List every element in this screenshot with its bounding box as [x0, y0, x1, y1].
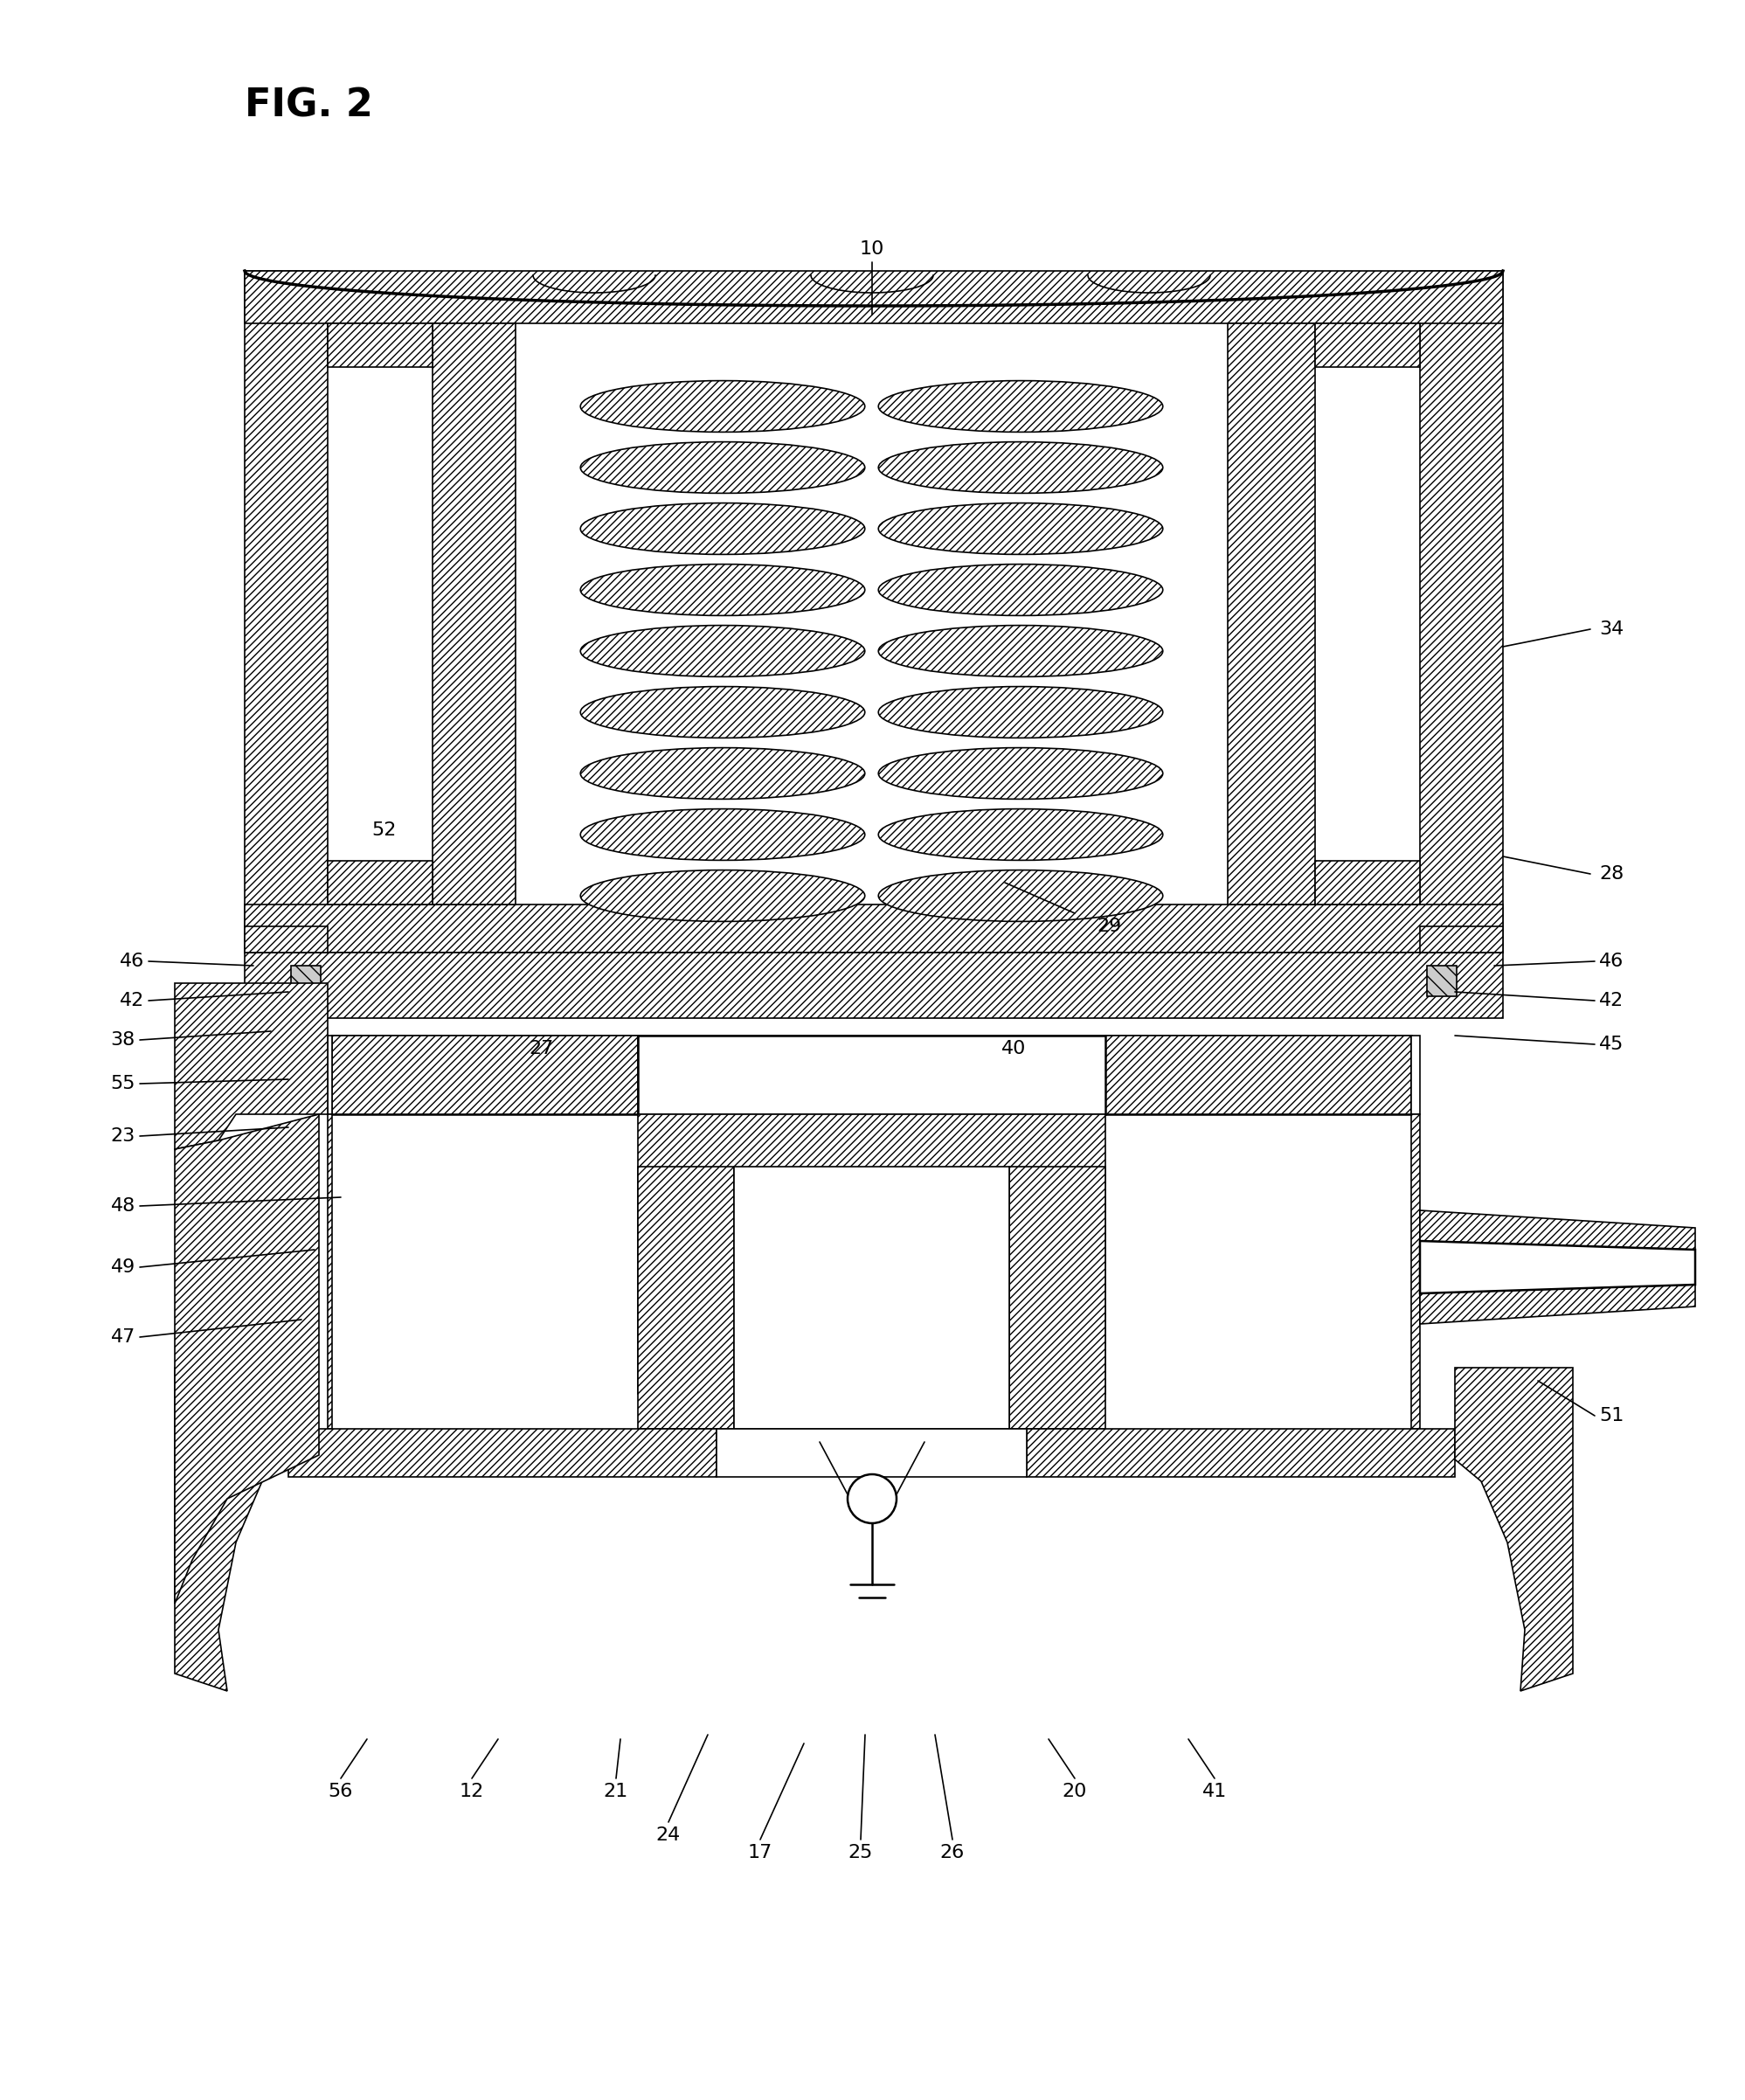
Text: 12: 12	[459, 1783, 483, 1800]
Polygon shape	[1228, 323, 1316, 905]
Text: 48: 48	[110, 1197, 136, 1214]
Text: 26: 26	[941, 1844, 965, 1861]
Polygon shape	[639, 1168, 735, 1428]
Ellipse shape	[581, 380, 866, 433]
Ellipse shape	[878, 441, 1162, 493]
Polygon shape	[291, 966, 321, 995]
Text: 25: 25	[848, 1844, 872, 1861]
Polygon shape	[1316, 861, 1420, 905]
Polygon shape	[639, 1035, 1105, 1115]
Text: 40: 40	[1002, 1040, 1026, 1058]
Polygon shape	[328, 323, 433, 368]
Polygon shape	[1412, 1035, 1420, 1115]
Ellipse shape	[878, 869, 1162, 922]
Text: 27: 27	[529, 1040, 555, 1058]
Polygon shape	[1420, 271, 1502, 953]
Text: 45: 45	[1598, 1035, 1625, 1052]
Ellipse shape	[878, 626, 1162, 676]
Ellipse shape	[878, 565, 1162, 615]
Ellipse shape	[878, 380, 1162, 433]
Text: 42: 42	[119, 991, 145, 1010]
Ellipse shape	[581, 687, 866, 737]
Ellipse shape	[878, 808, 1162, 861]
Polygon shape	[735, 1168, 1009, 1428]
Text: 41: 41	[1202, 1783, 1227, 1800]
Polygon shape	[244, 953, 1502, 1018]
Ellipse shape	[581, 808, 866, 861]
Text: 49: 49	[110, 1258, 136, 1277]
Text: 34: 34	[1598, 620, 1625, 638]
Text: 56: 56	[328, 1783, 352, 1800]
Text: 51: 51	[1598, 1407, 1625, 1424]
Polygon shape	[1009, 1168, 1105, 1428]
Ellipse shape	[878, 504, 1162, 554]
Circle shape	[848, 1474, 897, 1522]
Polygon shape	[175, 1367, 288, 1691]
Text: 29: 29	[1098, 918, 1122, 935]
Polygon shape	[1026, 1428, 1455, 1476]
Text: 47: 47	[110, 1329, 136, 1346]
Polygon shape	[1420, 1210, 1694, 1250]
Text: 46: 46	[119, 953, 145, 970]
Text: 20: 20	[1063, 1783, 1087, 1800]
Ellipse shape	[581, 869, 866, 922]
Text: 24: 24	[656, 1827, 681, 1844]
Polygon shape	[328, 1035, 332, 1115]
Text: 28: 28	[1598, 865, 1625, 882]
Polygon shape	[332, 1035, 1412, 1115]
Ellipse shape	[581, 565, 866, 615]
Ellipse shape	[581, 441, 866, 493]
Text: 10: 10	[860, 239, 885, 258]
Ellipse shape	[878, 748, 1162, 800]
Text: 52: 52	[372, 821, 396, 840]
Polygon shape	[328, 861, 433, 905]
Text: 17: 17	[749, 1844, 773, 1861]
Polygon shape	[1420, 926, 1502, 953]
Text: 23: 23	[110, 1128, 136, 1144]
Polygon shape	[1427, 966, 1457, 995]
Polygon shape	[244, 905, 1502, 953]
Polygon shape	[244, 271, 328, 953]
Ellipse shape	[878, 687, 1162, 737]
Text: 21: 21	[604, 1783, 628, 1800]
Polygon shape	[1105, 1035, 1412, 1115]
Text: 46: 46	[1598, 953, 1625, 970]
Polygon shape	[1316, 323, 1420, 368]
Polygon shape	[175, 983, 328, 1149]
Polygon shape	[244, 271, 1502, 323]
Polygon shape	[288, 1428, 717, 1476]
Text: 38: 38	[110, 1031, 136, 1048]
Ellipse shape	[581, 504, 866, 554]
Ellipse shape	[581, 626, 866, 676]
Polygon shape	[717, 1428, 1026, 1476]
Polygon shape	[175, 1115, 319, 1604]
Ellipse shape	[581, 748, 866, 800]
Polygon shape	[1420, 1241, 1694, 1294]
Polygon shape	[244, 926, 328, 953]
Polygon shape	[328, 1115, 332, 1428]
Text: 42: 42	[1598, 991, 1625, 1010]
Text: 55: 55	[110, 1075, 136, 1092]
Polygon shape	[1412, 1115, 1420, 1428]
Polygon shape	[332, 1035, 639, 1115]
Polygon shape	[639, 1115, 1105, 1394]
Polygon shape	[1455, 1367, 1572, 1691]
Polygon shape	[1420, 1285, 1694, 1323]
Text: FIG. 2: FIG. 2	[244, 88, 373, 126]
Polygon shape	[433, 323, 515, 905]
